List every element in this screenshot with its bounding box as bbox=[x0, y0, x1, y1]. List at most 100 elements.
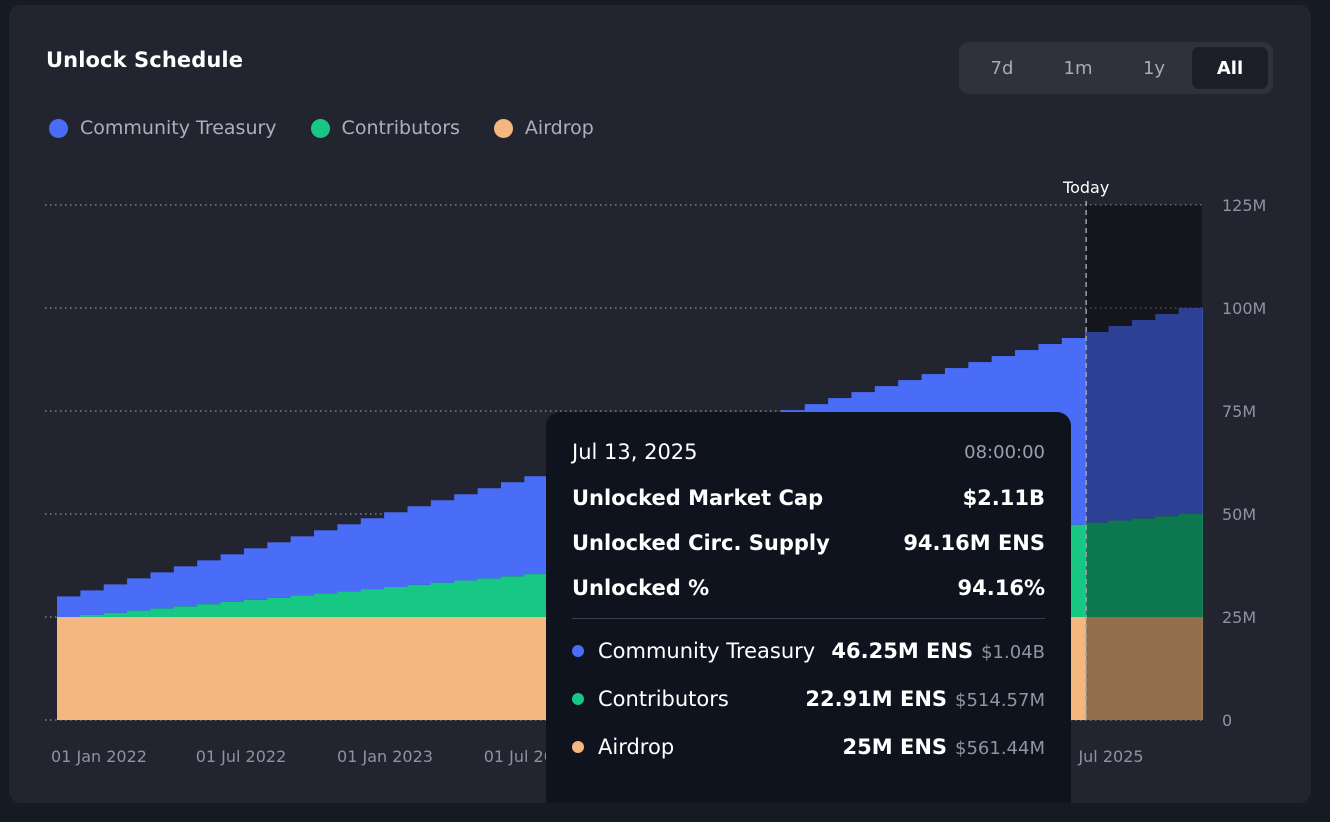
area-step-community-treasury bbox=[1131, 320, 1156, 519]
area-step-airdrop bbox=[220, 617, 245, 720]
area-step-contributors bbox=[290, 595, 315, 617]
legend-label: Airdrop bbox=[524, 117, 594, 139]
area-step-airdrop bbox=[80, 617, 105, 720]
area-step-contributors bbox=[1085, 522, 1110, 617]
area-step-contributors bbox=[1108, 520, 1133, 617]
range-1m-button[interactable]: 1m bbox=[1063, 57, 1093, 79]
future-shade bbox=[1086, 205, 1202, 720]
chart-legend: Community Treasury Contributors Airdrop bbox=[49, 117, 628, 139]
tooltip-series-row: Contributors 22.91M ENS $514.57M bbox=[572, 687, 1045, 711]
area-step-contributors bbox=[360, 589, 385, 617]
legend-item-community-treasury[interactable]: Community Treasury bbox=[49, 117, 277, 139]
metric-label: Unlocked Market Cap bbox=[572, 486, 824, 510]
legend-label: Community Treasury bbox=[80, 117, 277, 139]
area-step-contributors bbox=[173, 606, 198, 617]
range-7d-button[interactable]: 7d bbox=[990, 57, 1014, 79]
area-step-airdrop bbox=[57, 617, 81, 720]
series-name: Community Treasury bbox=[598, 639, 816, 663]
area-step-airdrop bbox=[407, 617, 432, 720]
area-step-contributors bbox=[454, 580, 479, 617]
series-usd: $514.57M bbox=[955, 690, 1045, 711]
area-step-community-treasury bbox=[1155, 314, 1180, 517]
area-step-community-treasury bbox=[290, 536, 315, 596]
area-step-community-treasury bbox=[150, 572, 175, 609]
legend-label: Contributors bbox=[341, 117, 460, 139]
area-step-community-treasury bbox=[360, 518, 385, 590]
area-step-airdrop bbox=[454, 617, 479, 720]
area-step-contributors bbox=[407, 584, 432, 617]
area-step-airdrop bbox=[337, 617, 362, 720]
y-tick-label: 25M bbox=[1222, 608, 1256, 627]
axis-labels: 0 25M 50M 75M 100M 125M Today 01 Jan 2022 01 Jul… bbox=[51, 178, 1266, 766]
area-step-community-treasury bbox=[103, 584, 128, 613]
area-step-airdrop bbox=[1108, 617, 1133, 720]
x-tick-label: 01 Jan 2023 bbox=[337, 747, 433, 766]
hover-tooltip: Jul 13, 2025 08:00:00 Unlocked Market Ca… bbox=[546, 412, 1071, 803]
series-amount: 22.91M ENS bbox=[805, 687, 948, 711]
y-tick-label: 50M bbox=[1222, 505, 1256, 524]
area-step-community-treasury bbox=[314, 530, 339, 594]
area-step-airdrop bbox=[1131, 617, 1156, 720]
y-tick-label: 125M bbox=[1222, 196, 1266, 215]
range-1y-button[interactable]: 1y bbox=[1142, 57, 1166, 79]
area-step-contributors bbox=[80, 614, 105, 617]
y-tick-label: 75M bbox=[1222, 402, 1256, 421]
area-step-airdrop bbox=[127, 617, 152, 720]
area-step-community-treasury bbox=[407, 506, 432, 585]
area-step-airdrop bbox=[243, 617, 268, 720]
area-step-airdrop bbox=[197, 617, 222, 720]
unlock-schedule-card: Unlock Schedule 7d 1m 1y All Community T… bbox=[9, 5, 1311, 803]
area-step-airdrop bbox=[150, 617, 175, 720]
metric-value: 94.16M ENS bbox=[903, 531, 1045, 555]
area-step-contributors bbox=[1178, 514, 1203, 617]
legend-item-airdrop[interactable]: Airdrop bbox=[493, 117, 594, 139]
area-step-contributors bbox=[103, 612, 128, 617]
legend-item-contributors[interactable]: Contributors bbox=[310, 117, 460, 139]
today-label: Today bbox=[1062, 178, 1109, 197]
series-name: Airdrop bbox=[598, 735, 675, 759]
area-step-airdrop bbox=[173, 617, 198, 720]
x-tick-label: 01 Jan 2022 bbox=[51, 747, 147, 766]
series-amount: 46.25M ENS bbox=[831, 639, 974, 663]
tooltip-metric-row: Unlocked Circ. Supply 94.16M ENS bbox=[572, 531, 1045, 555]
series-name: Contributors bbox=[598, 687, 729, 711]
area-step-contributors bbox=[150, 608, 175, 617]
area-step-community-treasury bbox=[500, 482, 525, 577]
area-step-contributors bbox=[220, 601, 245, 617]
area-step-community-treasury bbox=[477, 488, 502, 579]
y-tick-label: 0 bbox=[1222, 711, 1232, 730]
area-step-airdrop bbox=[314, 617, 339, 720]
tooltip-time: 08:00:00 bbox=[964, 441, 1045, 463]
area-step-community-treasury bbox=[384, 512, 409, 587]
tooltip-divider bbox=[572, 618, 1045, 619]
tooltip-series-row: Airdrop 25M ENS $561.44M bbox=[572, 735, 1045, 759]
metric-value: 94.16% bbox=[957, 576, 1045, 600]
area-step-contributors bbox=[267, 597, 292, 617]
legend-dot-icon bbox=[49, 118, 68, 138]
area-step-airdrop bbox=[500, 617, 525, 720]
series-amount: 25M ENS bbox=[842, 735, 948, 759]
metric-label: Unlocked % bbox=[572, 576, 710, 600]
area-step-airdrop bbox=[430, 617, 455, 720]
x-tick-label: Jul 2025 bbox=[1077, 747, 1143, 766]
tooltip-metric-row: Unlocked % 94.16% bbox=[572, 576, 1045, 600]
area-step-community-treasury bbox=[267, 542, 292, 598]
area-step-airdrop bbox=[477, 617, 502, 720]
area-step-airdrop bbox=[524, 617, 549, 720]
range-all-button[interactable]: All bbox=[1192, 47, 1268, 89]
area-step-airdrop bbox=[290, 617, 315, 720]
series-usd: $561.44M bbox=[955, 738, 1045, 759]
area-step-community-treasury bbox=[197, 560, 222, 605]
future-overlay bbox=[1085, 201, 1202, 720]
area-step-community-treasury bbox=[454, 494, 479, 581]
area-step-contributors bbox=[430, 582, 455, 617]
area-step-airdrop bbox=[384, 617, 409, 720]
area-step-contributors bbox=[314, 593, 339, 617]
area-step-contributors bbox=[197, 604, 222, 618]
series-dot-icon bbox=[572, 693, 584, 705]
area-step-community-treasury bbox=[430, 500, 455, 583]
area-step-community-treasury bbox=[1108, 326, 1133, 521]
area-step-contributors bbox=[243, 599, 268, 617]
x-tick-label: 01 Jul 2022 bbox=[196, 747, 287, 766]
area-step-contributors bbox=[1131, 518, 1156, 617]
